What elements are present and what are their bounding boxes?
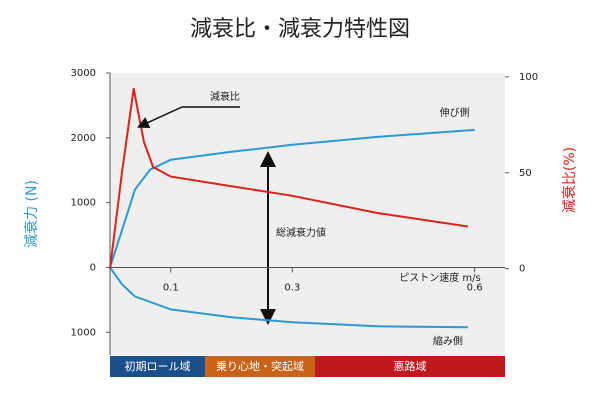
region-label: 乗り心地・突起域 [216, 359, 304, 373]
plot-area [110, 73, 505, 355]
series-line [109, 88, 469, 269]
x-tick-label: 0.1 [163, 282, 179, 293]
region-label: 初期ロール域 [125, 359, 191, 373]
region-band [110, 356, 205, 377]
series-label: 減衰比 [210, 90, 240, 103]
series-label: 縮み側 [433, 334, 463, 347]
annotation: 総減衰力値 [276, 226, 326, 239]
x-tick-label: 0.3 [284, 282, 300, 293]
series-line [109, 128, 475, 268]
y2-tick-label: 100 [519, 72, 538, 83]
y2-axis-label: 減衰比(%) [561, 147, 578, 213]
chart-title: 減衰比・減衰力特性図 [190, 17, 410, 42]
series-label: 伸び側 [440, 106, 470, 119]
y-tick-label: 2000 [71, 133, 96, 144]
region-band [205, 356, 315, 377]
region-label: 悪路域 [394, 360, 427, 373]
y2-tick-label: 0 [519, 264, 525, 275]
y2-tick-label: 50 [519, 168, 532, 179]
y-tick-label: 1000 [71, 198, 96, 209]
x-tick-label: 0.6 [467, 282, 483, 293]
x-axis-label: ピストン速度 m/s [399, 271, 481, 284]
y-axis-label: 減衰力 (N) [23, 180, 40, 248]
y-tick-label: 0 [90, 262, 96, 273]
series-label-leader [136, 106, 240, 129]
y-tick-label: 3000 [71, 68, 96, 79]
region-band [315, 356, 505, 377]
series-line [109, 266, 468, 329]
y-tick-label: 1000 [71, 327, 96, 338]
